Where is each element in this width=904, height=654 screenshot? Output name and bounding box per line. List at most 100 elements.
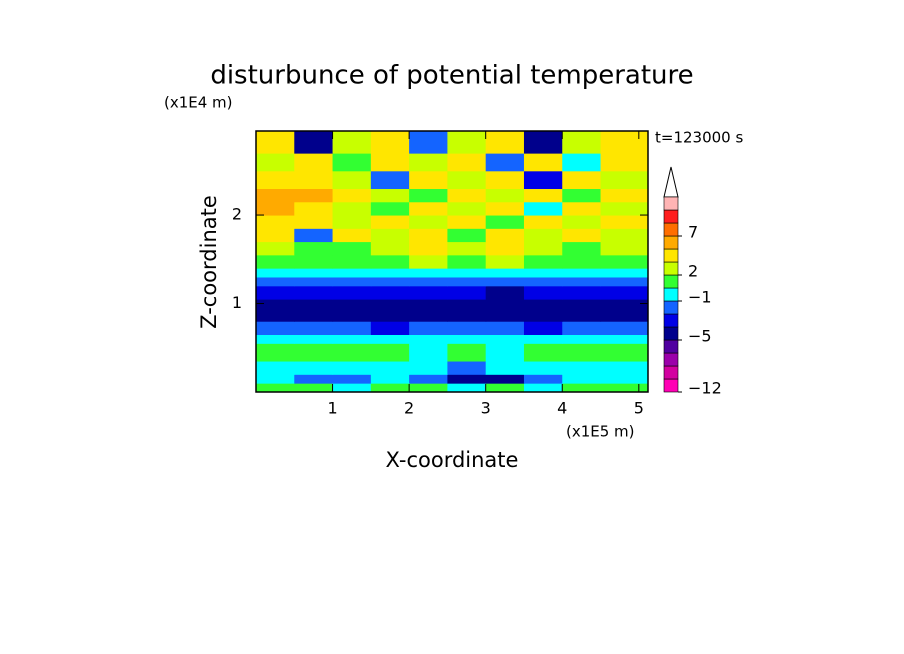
field-cell bbox=[294, 321, 334, 335]
field-cell bbox=[600, 254, 649, 269]
field-cell bbox=[294, 201, 334, 216]
field-cell bbox=[485, 374, 525, 384]
colorbar-tick-label: −12 bbox=[688, 379, 722, 398]
field-cell bbox=[294, 215, 334, 229]
time-label: t=123000 s bbox=[655, 129, 743, 147]
field-cell bbox=[409, 285, 448, 300]
x-tick-label: 3 bbox=[481, 399, 491, 418]
field-cell bbox=[332, 131, 372, 154]
field-cell bbox=[447, 276, 487, 287]
field-cell bbox=[294, 170, 334, 190]
field-cell bbox=[256, 170, 295, 190]
field-cell bbox=[447, 201, 487, 216]
field-cell bbox=[332, 334, 372, 344]
y-tick-label: 2 bbox=[232, 205, 242, 224]
field-cell bbox=[600, 268, 649, 278]
colorbar-segment bbox=[663, 209, 679, 224]
field-cell bbox=[485, 299, 525, 322]
colorbar-segment bbox=[663, 326, 679, 341]
field-cell bbox=[332, 361, 372, 375]
field-cell bbox=[523, 343, 563, 362]
field-cell bbox=[600, 215, 649, 229]
field-cell bbox=[332, 374, 372, 384]
colorbar-segment bbox=[663, 196, 679, 211]
field-cell bbox=[294, 228, 334, 243]
field-cell bbox=[523, 201, 563, 216]
field-cell bbox=[562, 321, 602, 335]
colorbar-extension bbox=[663, 166, 679, 198]
field-cell bbox=[332, 170, 372, 190]
field-cell bbox=[256, 215, 295, 229]
colorbar-segment bbox=[663, 274, 679, 289]
field-cell bbox=[332, 321, 372, 335]
field-cell bbox=[600, 361, 649, 375]
field-cell bbox=[332, 254, 372, 269]
field-cell bbox=[370, 334, 410, 344]
field-cell bbox=[523, 254, 563, 269]
field-cell bbox=[447, 170, 487, 190]
field-cell bbox=[409, 276, 448, 287]
field-cell bbox=[485, 383, 525, 393]
field-cell bbox=[523, 131, 563, 154]
field-cell bbox=[370, 215, 410, 229]
field-cell bbox=[370, 383, 410, 393]
field-cell bbox=[523, 285, 563, 300]
colorbar-segment bbox=[663, 261, 679, 276]
field-cell bbox=[256, 201, 295, 216]
field-cell bbox=[370, 131, 410, 154]
field-cell bbox=[600, 188, 649, 203]
field-cell bbox=[562, 268, 602, 278]
field-cell bbox=[256, 374, 295, 384]
field-cell bbox=[409, 153, 448, 172]
field-cell bbox=[485, 153, 525, 172]
field-cell bbox=[256, 268, 295, 278]
field-cell bbox=[600, 241, 649, 256]
field-cell bbox=[562, 299, 602, 322]
field-cell bbox=[256, 334, 295, 344]
plot-frame bbox=[255, 130, 649, 393]
field-cell bbox=[447, 285, 487, 300]
field-cell bbox=[370, 268, 410, 278]
field-cell bbox=[294, 131, 334, 154]
field-cell bbox=[370, 343, 410, 362]
field-cell bbox=[562, 188, 602, 203]
field-cell bbox=[447, 188, 487, 203]
field-cell bbox=[523, 383, 563, 393]
field-cell bbox=[370, 201, 410, 216]
field-cell bbox=[256, 343, 295, 362]
y-tick-label: 1 bbox=[232, 293, 242, 312]
field-cell bbox=[447, 268, 487, 278]
colorbar-segment bbox=[663, 222, 679, 237]
field-cell bbox=[485, 188, 525, 203]
field-cell bbox=[409, 215, 448, 229]
field-cell bbox=[600, 201, 649, 216]
field-cell bbox=[370, 228, 410, 243]
colorbar-segment bbox=[663, 352, 679, 367]
field-cell bbox=[294, 153, 334, 172]
field-cell bbox=[562, 285, 602, 300]
field-cell bbox=[600, 321, 649, 335]
colorbar-segment bbox=[663, 287, 679, 302]
field-cell bbox=[600, 343, 649, 362]
field-cell bbox=[600, 276, 649, 287]
field-cell bbox=[294, 361, 334, 375]
x-tick-label: 5 bbox=[634, 399, 644, 418]
field-cell bbox=[447, 254, 487, 269]
field-cell bbox=[523, 299, 563, 322]
field-cell bbox=[600, 170, 649, 190]
field-cell bbox=[409, 343, 448, 362]
field-cell bbox=[447, 374, 487, 384]
field-cell bbox=[256, 285, 295, 300]
y-unit: (x1E4 m) bbox=[164, 94, 233, 112]
field-cell bbox=[485, 361, 525, 375]
field-cell bbox=[370, 170, 410, 190]
field-cell bbox=[294, 276, 334, 287]
field-cell bbox=[332, 215, 372, 229]
colorbar-tick-label: 7 bbox=[688, 223, 698, 242]
field-cell bbox=[256, 131, 295, 154]
contour-field bbox=[256, 131, 649, 393]
field-cell bbox=[294, 299, 334, 322]
field-cell bbox=[523, 241, 563, 256]
colorbar-segment bbox=[663, 313, 679, 328]
